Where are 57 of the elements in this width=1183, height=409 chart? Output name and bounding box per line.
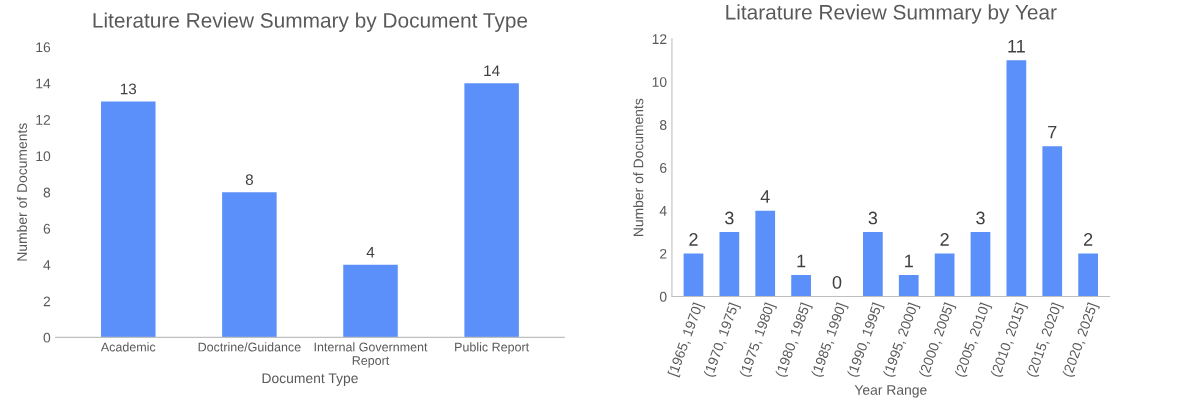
y-tick-label: 12 [36,114,51,125]
data-label: 14 [484,65,500,76]
y-tick-label: 6 [660,163,667,173]
bar [1006,60,1027,297]
y-tick-label: 10 [36,151,51,162]
x-tick-label: Public Report [455,342,530,354]
y-tick-label: 8 [659,120,667,130]
y-tick-label: 0 [43,332,51,343]
data-label: 8 [245,174,253,186]
y-tick-label: 14 [36,78,51,89]
data-label: 1 [797,254,806,268]
data-label: 2 [1084,233,1093,246]
bar [791,275,811,297]
chart-title: Literature Review Summary by Document Type [93,12,528,32]
bar [683,253,704,297]
y-tick-label: 2 [43,296,51,307]
data-label: 7 [1048,125,1057,139]
bar [755,210,776,297]
bar [898,275,919,297]
data-label: 2 [689,233,698,246]
y-tick-label: 6 [43,223,51,234]
bar [719,232,740,297]
x-tick-label: Academic [100,342,156,352]
data-label: 0 [832,276,842,289]
x-tick-label: Internal Government Report [314,342,428,368]
y-axis-title: Number of Documents [633,98,644,237]
y-tick-label: 0 [659,291,667,302]
data-label: 2 [940,233,949,246]
y-tick-label: 4 [43,260,51,270]
bar [343,264,398,338]
data-label: 3 [976,211,985,225]
y-axis-title: Number of Documents [16,123,27,261]
y-tick-label: 8 [43,187,51,198]
x-axis-title: Document Type [262,373,358,386]
bar [464,83,519,338]
y-tick-label: 10 [652,77,667,87]
bar [934,253,955,297]
data-label: 4 [760,190,770,203]
x-tick-label: Doctrine/Guidance [198,342,301,352]
y-tick-label: 12 [652,34,667,44]
data-label: 3 [725,211,734,225]
data-label: 13 [120,83,137,95]
data-label: 3 [868,211,878,225]
bar [101,101,156,338]
chart-title: Litarature Review Summary by Year [726,4,1057,24]
data-label: 11 [1008,39,1025,53]
y-tick-label: 2 [660,248,667,259]
y-tick-label: 16 [36,42,51,53]
x-axis-title: Year Range [854,385,927,398]
bar [970,232,991,297]
y-tick-label: 4 [659,206,667,216]
bar [1042,146,1063,297]
bar [862,232,883,297]
bar [1078,253,1098,297]
data-label: 1 [905,254,913,268]
bar [222,192,277,338]
data-label: 4 [366,246,375,258]
